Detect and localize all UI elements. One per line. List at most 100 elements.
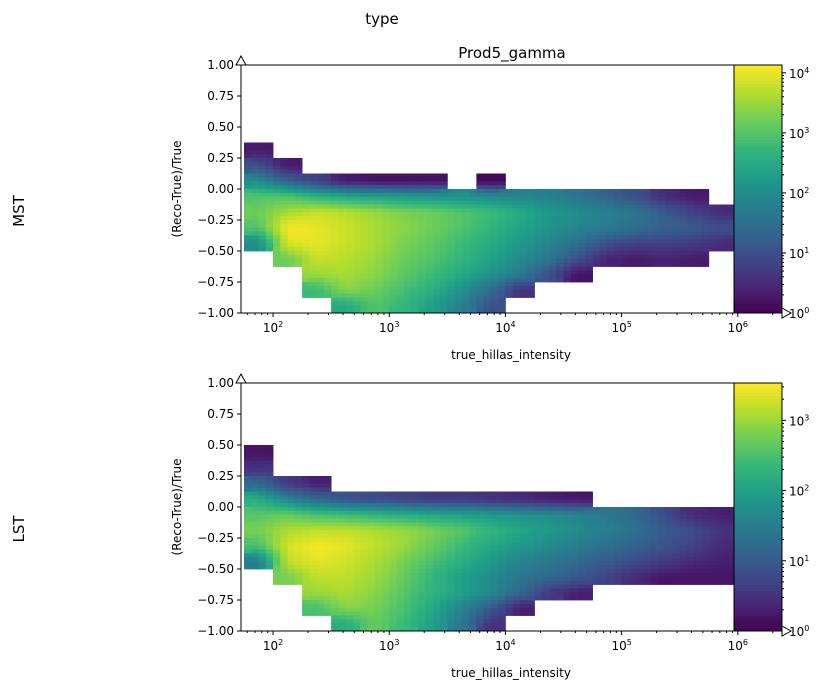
- heatmap-cell: [273, 522, 281, 527]
- heatmap-cell: [243, 487, 252, 492]
- heatmap-cell: [374, 216, 383, 221]
- heatmap-cell: [367, 247, 376, 252]
- heatmap-cell: [432, 530, 441, 535]
- heatmap-cell: [258, 565, 267, 570]
- heatmap-cell: [280, 518, 288, 523]
- heatmap-cell: [440, 196, 448, 202]
- heatmap-cell: [483, 596, 492, 601]
- heatmap-cell: [338, 289, 347, 295]
- heatmap-cell: [338, 301, 347, 306]
- heatmap-cell: [701, 518, 710, 523]
- heatmap-cell: [316, 204, 325, 209]
- heatmap-cell: [679, 204, 688, 209]
- heatmap-cell: [534, 561, 543, 566]
- heatmap-cell: [490, 499, 499, 504]
- heatmap-cell: [498, 254, 506, 260]
- heatmap-cell: [447, 239, 455, 244]
- heatmap-cell: [338, 282, 347, 287]
- heatmap-cell: [665, 514, 673, 520]
- heatmap-cell: [331, 611, 339, 616]
- heatmap-cell: [381, 247, 390, 252]
- heatmap-cell: [251, 200, 259, 205]
- heatmap-cell: [374, 309, 383, 314]
- heatmap-cell: [338, 208, 347, 213]
- heatmap-cell: [302, 289, 310, 295]
- heatmap-cell: [316, 200, 325, 205]
- heatmap-cell: [403, 538, 412, 543]
- heatmap-cell: [352, 301, 361, 306]
- heatmap-cell: [621, 514, 630, 520]
- heatmap-cell: [541, 278, 550, 283]
- heatmap-cell: [432, 192, 441, 198]
- heatmap-cell: [563, 534, 572, 539]
- heatmap-cell: [527, 200, 535, 205]
- heatmap-cell: [498, 235, 506, 240]
- heatmap-cell: [309, 173, 318, 178]
- heatmap-cell: [432, 526, 441, 531]
- heatmap-cell: [505, 576, 514, 582]
- heatmap-cell: [447, 254, 455, 260]
- heatmap-cell: [461, 572, 470, 578]
- heatmap-cell: [534, 507, 543, 512]
- colorbar-segment: [734, 476, 782, 480]
- heatmap-cell: [302, 522, 310, 527]
- heatmap-cell: [367, 235, 376, 240]
- heatmap-cell: [352, 619, 361, 624]
- heatmap-cell: [730, 227, 735, 233]
- colorbar-segment: [734, 435, 782, 440]
- heatmap-cell: [469, 557, 477, 562]
- heatmap-cell: [425, 309, 434, 314]
- heatmap-cell: [498, 584, 506, 589]
- heatmap-cell: [338, 611, 347, 616]
- heatmap-cell: [519, 258, 528, 264]
- heatmap-cell: [294, 545, 303, 551]
- heatmap-cell: [483, 289, 492, 295]
- heatmap-cell: [345, 177, 354, 182]
- heatmap-cell: [723, 530, 731, 535]
- heatmap-cell: [628, 557, 637, 562]
- heatmap-cell: [302, 607, 310, 613]
- heatmap-cell: [432, 619, 441, 624]
- heatmap-cell: [672, 565, 681, 570]
- heatmap-cell: [469, 204, 477, 209]
- heatmap-cell: [396, 254, 405, 260]
- heatmap-cell: [686, 557, 695, 562]
- heatmap-cell: [599, 530, 608, 535]
- heatmap-cell: [374, 274, 383, 279]
- heatmap-cell: [411, 301, 419, 306]
- colorbar-segment: [734, 460, 782, 465]
- heatmap-cell: [447, 235, 455, 240]
- heatmap-cell: [476, 526, 485, 531]
- heatmap-cell: [345, 204, 354, 209]
- heatmap-cell: [498, 503, 506, 508]
- heatmap-cell: [563, 569, 572, 574]
- heatmap-cell: [352, 507, 361, 512]
- heatmap-cell: [679, 212, 688, 217]
- heatmap-cell: [243, 223, 252, 229]
- heatmap-cell: [454, 603, 463, 609]
- heatmap-cell: [672, 545, 681, 551]
- heatmap-cell: [585, 258, 593, 264]
- heatmap-cell: [708, 243, 717, 248]
- heatmap-cell: [425, 301, 434, 306]
- heatmap-cell: [425, 204, 434, 209]
- heatmap-cell: [425, 588, 434, 593]
- heatmap-cell: [534, 247, 543, 252]
- heatmap-cell: [309, 553, 318, 558]
- heatmap-cell: [360, 220, 368, 225]
- heatmap-cell: [432, 584, 441, 589]
- heatmap-cell: [331, 526, 339, 531]
- heatmap-cell: [505, 553, 514, 558]
- heatmap-cell: [563, 262, 572, 267]
- heatmap-cell: [607, 223, 615, 229]
- heatmap-cell: [549, 576, 557, 582]
- heatmap-cell: [411, 569, 419, 574]
- heatmap-cell: [723, 220, 731, 225]
- heatmap-cell: [549, 251, 557, 256]
- heatmap-cell: [512, 266, 521, 271]
- heatmap-cell: [607, 526, 615, 531]
- heatmap-cell: [280, 243, 288, 248]
- heatmap-cell: [686, 192, 695, 198]
- heatmap-cell: [294, 580, 303, 585]
- heatmap-cell: [418, 584, 426, 589]
